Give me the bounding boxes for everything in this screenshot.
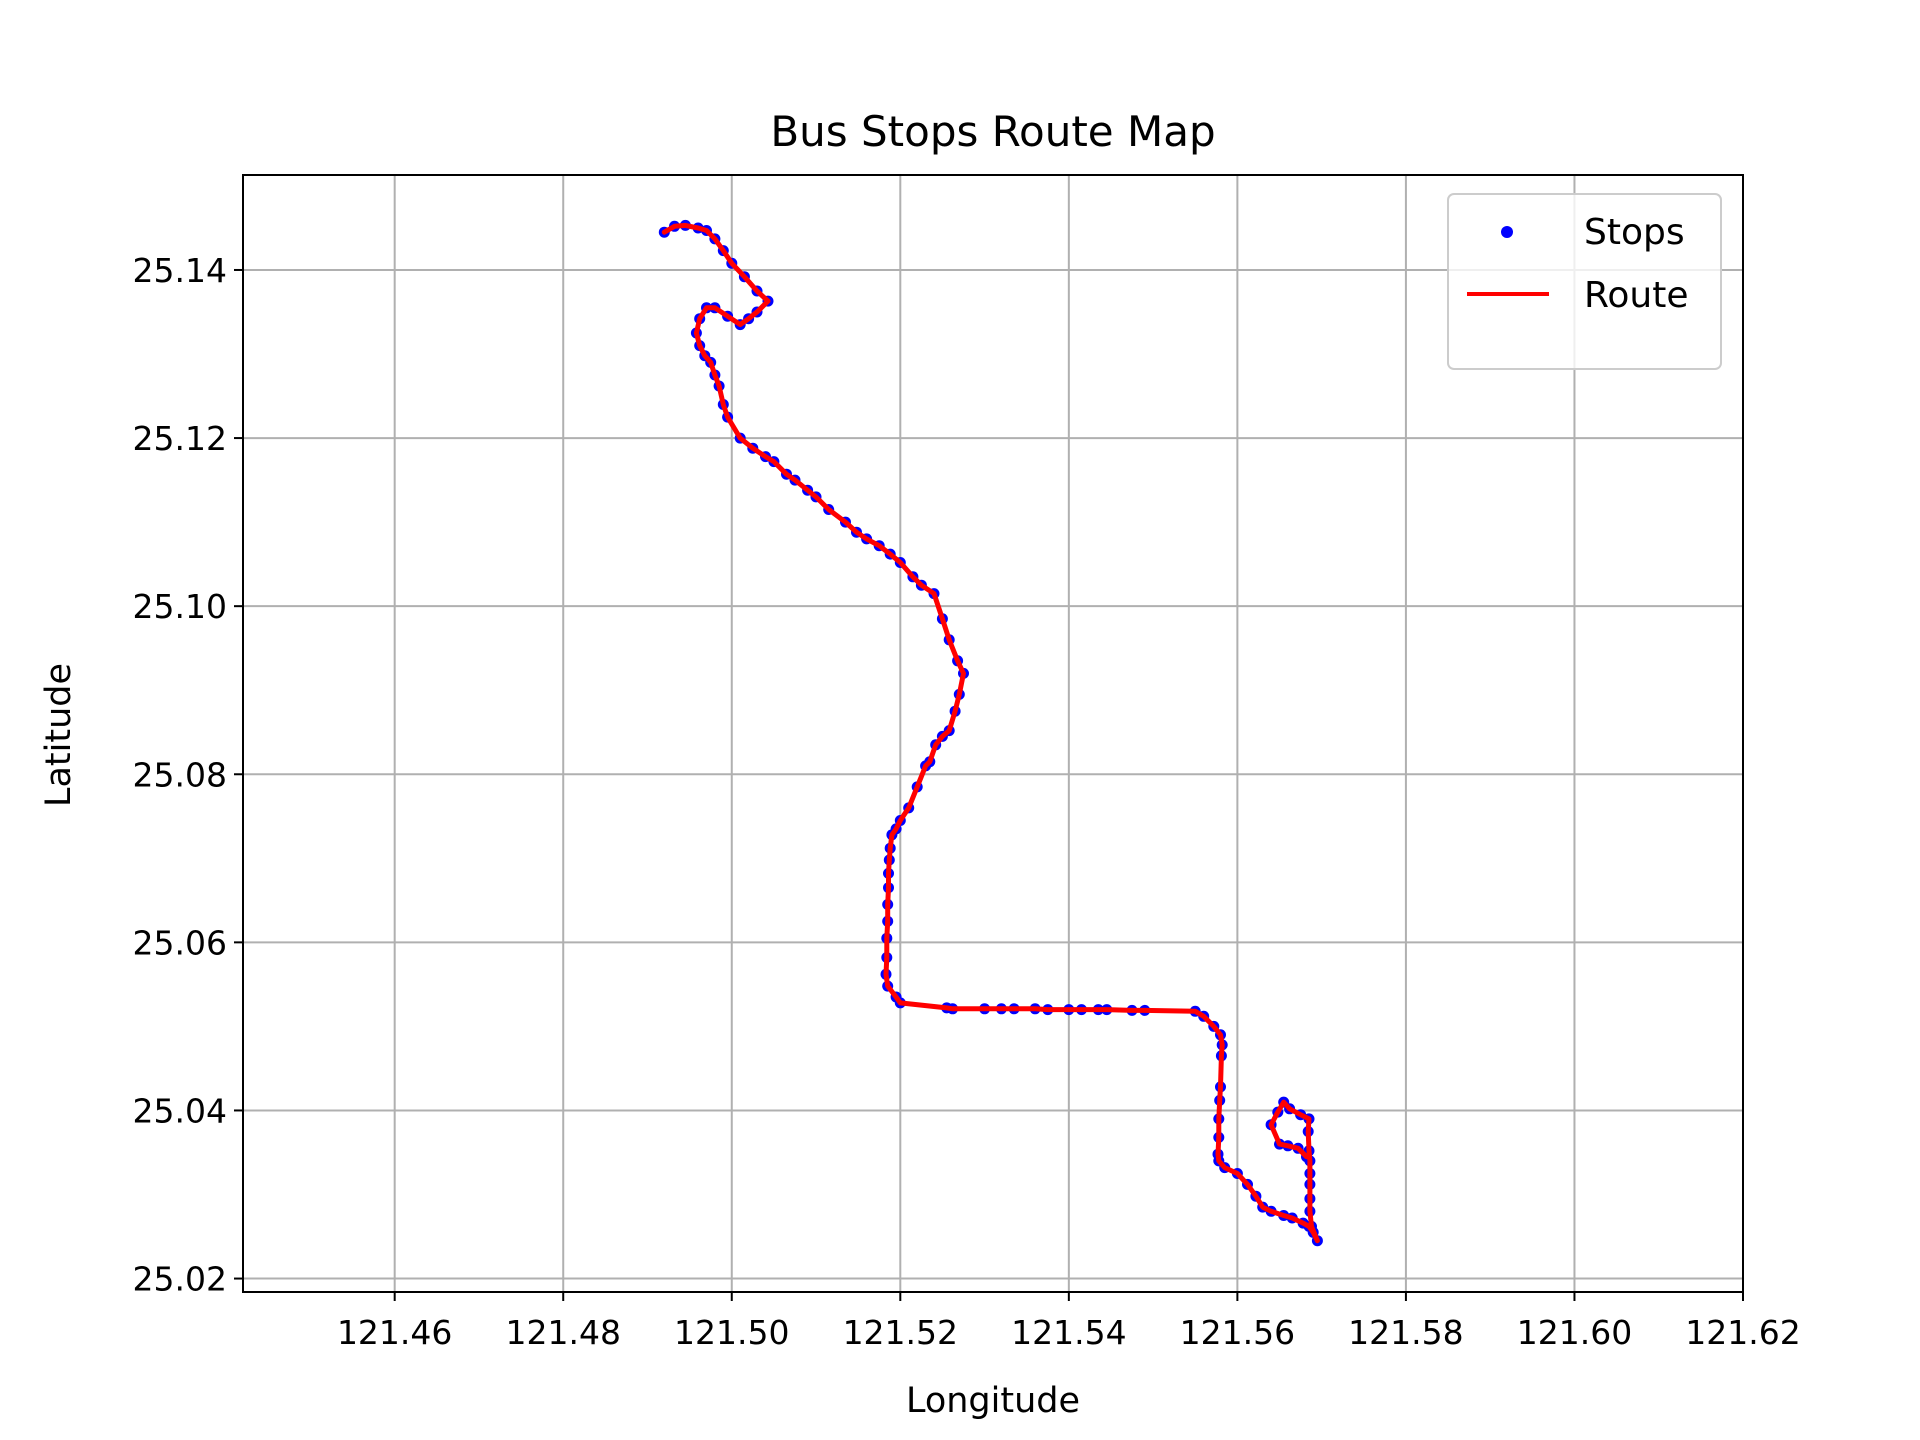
x-axis-label: Longitude [906,1381,1080,1421]
y-axis-label: Latitude [39,663,79,807]
legend-stops-marker [1501,226,1513,238]
axis-ticks: 121.46 121.48 121.50 121.52 121.54 121.56 121.… [133,251,1801,1352]
legend: Stops Route [1447,193,1722,370]
y-tick-label: 25.02 [133,1260,227,1299]
y-tick-label: 25.04 [133,1091,227,1130]
chart-title: Bus Stops Route Map [770,107,1215,156]
x-tick-label: 121.56 [1180,1313,1295,1352]
x-tick-label: 121.50 [674,1313,789,1352]
y-tick-label: 25.08 [133,755,227,794]
x-tick-label: 121.62 [1685,1313,1800,1352]
plot-frame [242,174,1744,1293]
route-line [661,222,1320,1244]
x-tick-label: 121.46 [337,1313,452,1352]
x-tick-label: 121.52 [843,1313,958,1352]
legend-route-label: Route [1584,275,1689,316]
x-tick-label: 121.48 [505,1313,620,1352]
y-tick-label: 25.14 [133,251,227,290]
legend-box [1447,193,1722,370]
x-tick-label: 121.58 [1348,1313,1463,1352]
y-tick-label: 25.12 [133,419,227,458]
y-tick-label: 25.10 [133,587,227,626]
legend-stops-label: Stops [1584,212,1685,253]
route-line-layer [661,222,1320,1244]
y-tick-label: 25.06 [133,923,227,962]
x-tick-label: 121.54 [1011,1313,1126,1352]
x-tick-label: 121.60 [1517,1313,1632,1352]
